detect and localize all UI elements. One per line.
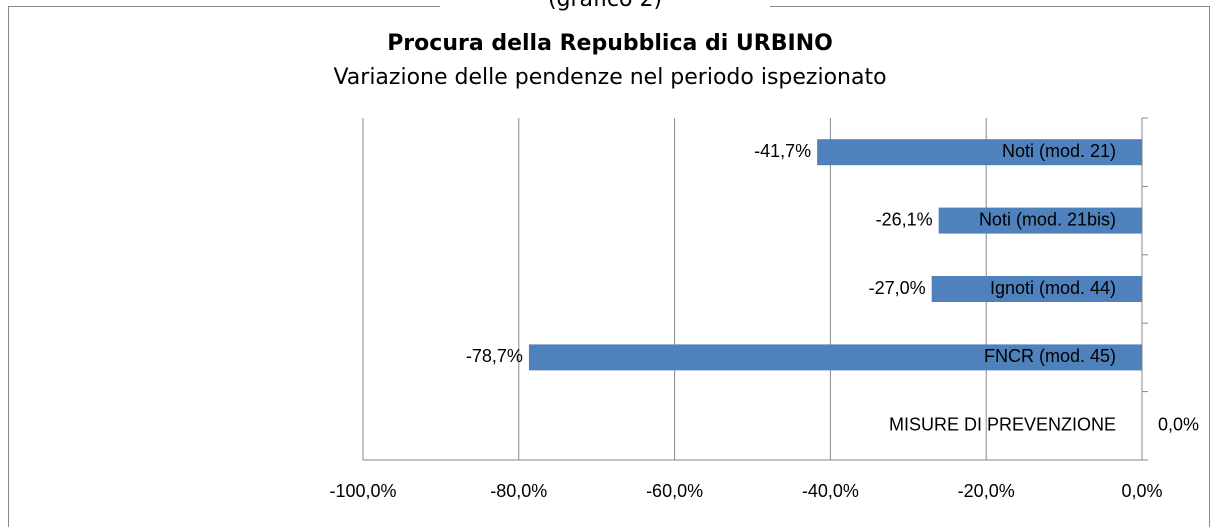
bar [817,139,1142,166]
chart-title: Procura della Repubblica di URBINO [387,31,833,56]
category-label: Noti (mod. 21) [1002,141,1116,161]
bar [528,344,1142,371]
bar [931,276,1142,302]
category-label: MISURE DI PREVENZIONE [889,415,1116,435]
x-tick-label: 0,0% [1121,481,1162,501]
caption: (grafico 2) [548,0,662,12]
category-label: Ignoti (mod. 44) [990,278,1116,298]
bar [938,207,1142,234]
category-label: Noti (mod. 21bis) [979,209,1116,229]
category-label: FNCR (mod. 45) [984,346,1116,366]
x-tick-label: -40,0% [802,481,859,501]
value-label: -26,1% [876,209,933,229]
chart-frame [8,6,1210,527]
value-label: -78,7% [466,346,523,366]
caption-bg [440,0,770,8]
chart-subtitle: Variazione delle pendenze nel periodo is… [333,65,886,90]
value-label: -41,7% [754,141,811,161]
x-tick-label: -60,0% [646,481,703,501]
value-label: 0,0% [1158,415,1199,435]
x-tick-label: -20,0% [958,481,1015,501]
x-tick-label: -80,0% [490,481,547,501]
value-label: -27,0% [869,278,926,298]
x-tick-label: -100,0% [329,481,396,501]
